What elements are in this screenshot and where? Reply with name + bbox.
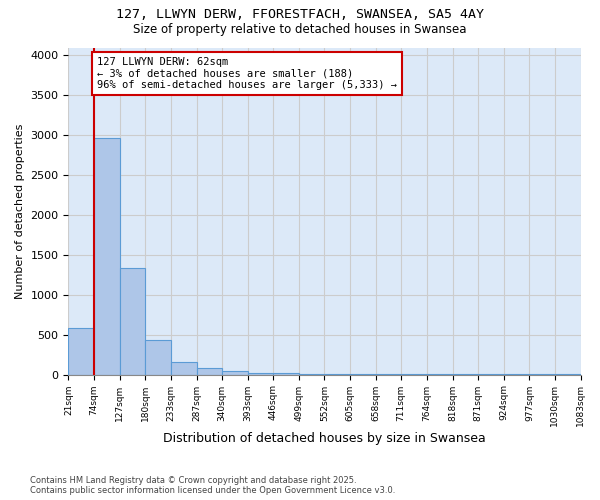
Text: Contains HM Land Registry data © Crown copyright and database right 2025.
Contai: Contains HM Land Registry data © Crown c… — [30, 476, 395, 495]
X-axis label: Distribution of detached houses by size in Swansea: Distribution of detached houses by size … — [163, 432, 486, 445]
Bar — [94, 138, 119, 374]
Text: Size of property relative to detached houses in Swansea: Size of property relative to detached ho… — [133, 22, 467, 36]
Bar — [222, 370, 248, 374]
Bar — [248, 372, 274, 374]
Bar — [119, 268, 145, 374]
Bar — [170, 362, 197, 374]
Text: 127 LLWYN DERW: 62sqm
← 3% of detached houses are smaller (188)
96% of semi-deta: 127 LLWYN DERW: 62sqm ← 3% of detached h… — [97, 57, 397, 90]
Text: 127, LLWYN DERW, FFORESTFACH, SWANSEA, SA5 4AY: 127, LLWYN DERW, FFORESTFACH, SWANSEA, S… — [116, 8, 484, 20]
Y-axis label: Number of detached properties: Number of detached properties — [15, 124, 25, 298]
Bar — [197, 368, 222, 374]
Bar — [145, 340, 170, 374]
Bar — [68, 328, 94, 374]
